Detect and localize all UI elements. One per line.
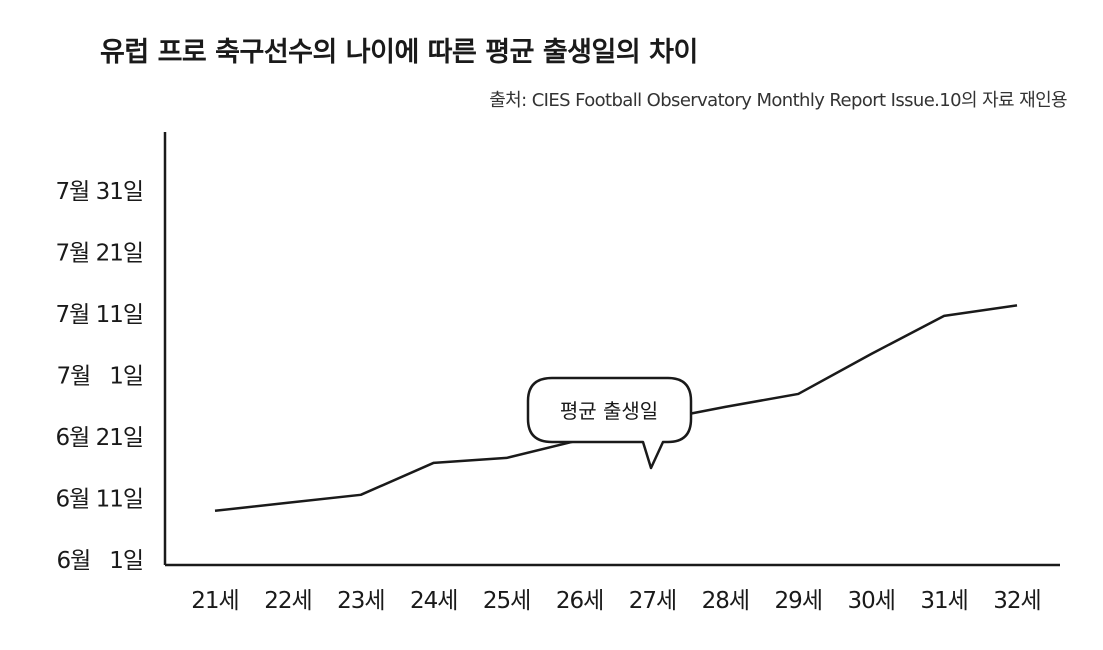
y-tick-label: 7월 1일 [56,364,143,390]
y-tick-label: 7월 21일 [55,241,143,267]
x-tick-label: 23세 [337,588,384,614]
x-tick-label: 21세 [191,588,238,614]
x-tick-label: 32세 [993,588,1040,614]
x-axis: 21세 22세 23세 24세 25세 26세 27세 28세 29세 30세 31세 32세 [165,563,1060,614]
callout: 평균 출생일 [526,376,693,470]
callout-bubble [526,376,693,470]
callout-label: 평균 출생일 [560,399,658,423]
y-tick-label: 6월 1일 [56,548,143,574]
y-tick-label: 7월 11일 [55,302,143,328]
y-axis: 6월 1일 6월 11일 6월 21일 7월 1일 7월 11일 7월 21일 7월 31일 [55,132,167,574]
x-tick-label: 31세 [920,588,967,614]
x-tick-label: 22세 [264,588,311,614]
x-tick-label: 24세 [410,588,457,614]
source-note: 출처: CIES Football Observatory Monthly Re… [489,90,1067,111]
x-tick-label: 30세 [847,588,894,614]
y-tick-label: 6월 21일 [55,425,143,451]
x-tick-label: 27세 [629,588,676,614]
x-tick-label: 26세 [556,588,603,614]
y-tick-label: 6월 11일 [55,487,143,513]
y-tick-label: 7월 31일 [55,179,143,205]
x-tick-label: 29세 [775,588,822,614]
chart-title: 유럽 프로 축구선수의 나이에 따른 평균 출생일의 차이 [100,37,698,68]
x-tick-label: 28세 [702,588,749,614]
x-tick-label: 25세 [483,588,530,614]
